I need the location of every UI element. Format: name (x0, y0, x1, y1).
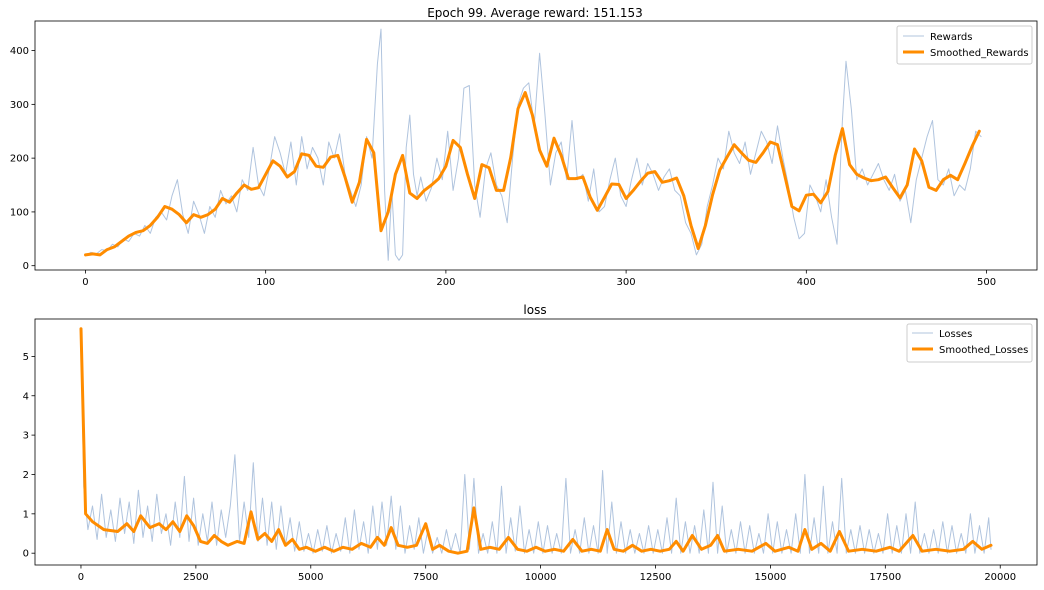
loss-y-ticks: 0 1 2 3 4 5 (23, 352, 35, 560)
loss-plot-area (35, 319, 1037, 565)
loss-x-tick-label-5: 12500 (640, 572, 672, 583)
loss-chart-title: loss (523, 303, 546, 317)
rewards-y-tick-label-4: 400 (10, 46, 29, 57)
rewards-y-tick-label-3: 300 (10, 100, 29, 111)
loss-y-tick-label-3: 3 (23, 431, 29, 442)
rewards-x-tick-label-3: 300 (617, 277, 636, 288)
rewards-chart-title: Epoch 99. Average reward: 151.153 (427, 6, 643, 20)
rewards-x-tick-label-1: 100 (256, 277, 275, 288)
rewards-legend: Rewards Smoothed_Rewards (896, 25, 1033, 65)
rewards-y-tick-label-1: 100 (10, 207, 29, 218)
rewards-y-tick-label-2: 200 (10, 154, 29, 165)
loss-y-tick-label-2: 2 (23, 470, 29, 481)
loss-legend-box (906, 323, 1033, 363)
rewards-x-ticks: 0 100 200 300 400 500 (82, 270, 996, 288)
loss-x-tick-label-7: 17500 (869, 572, 901, 583)
rewards-series-line-0 (85, 28, 982, 261)
rewards-x-tick-label-4: 400 (797, 277, 816, 288)
loss-y-tick-label-5: 5 (23, 352, 29, 363)
rewards-legend-label-smoothed: Smoothed_Rewards (930, 48, 1029, 59)
rewards-plot-area (35, 21, 1037, 270)
rewards-x-tick-label-0: 0 (82, 277, 88, 288)
loss-x-ticks: 0 2500 5000 7500 10000 12500 15000 17500 20000 (78, 565, 1016, 583)
loss-y-tick-label-4: 4 (23, 391, 29, 402)
loss-x-tick-label-0: 0 (78, 572, 84, 583)
rewards-series-group (84, 28, 982, 261)
loss-x-tick-label-3: 7500 (413, 572, 438, 583)
loss-x-tick-label-6: 15000 (755, 572, 787, 583)
loss-x-tick-label-1: 2500 (183, 572, 208, 583)
rewards-x-tick-label-2: 200 (436, 277, 455, 288)
loss-series-line-1 (79, 327, 993, 555)
loss-y-tick-label-0: 0 (23, 549, 29, 560)
rewards-plot-frame (34, 20, 1038, 271)
loss-plot-frame (34, 318, 1038, 566)
loss-legend-label-smoothed: Smoothed_Losses (939, 345, 1028, 356)
rewards-legend-box (896, 25, 1033, 65)
loss-x-tick-label-4: 10000 (525, 572, 557, 583)
rewards-y-ticks: 0 100 200 300 400 (10, 46, 35, 272)
rewards-chart: Epoch 99. Average reward: 151.153 0 100 20… (10, 6, 1038, 288)
loss-legend-label-losses: Losses (939, 329, 972, 340)
rewards-legend-label-rewards: Rewards (930, 32, 972, 43)
rewards-series-line-1 (84, 91, 981, 257)
loss-chart: loss 0 2500 5000 7500 10000 12500 15000 17500 20… (23, 303, 1038, 583)
loss-series-line-0 (80, 328, 992, 554)
rewards-x-tick-label-5: 500 (977, 277, 996, 288)
loss-x-tick-label-8: 20000 (984, 572, 1016, 583)
loss-legend: Losses Smoothed_Losses (906, 323, 1033, 363)
loss-y-tick-label-1: 1 (23, 509, 29, 520)
loss-x-tick-label-2: 5000 (298, 572, 323, 583)
loss-series-group (79, 327, 993, 555)
rewards-y-tick-label-0: 0 (23, 261, 29, 272)
